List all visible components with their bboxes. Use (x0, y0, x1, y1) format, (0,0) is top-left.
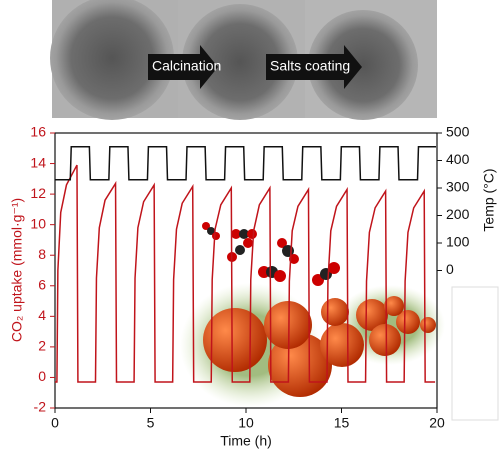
y-tick-label: 8 (38, 246, 46, 262)
sphere (268, 333, 332, 397)
y-tick-label: 16 (30, 124, 46, 140)
sphere (356, 299, 388, 331)
y-tick-label: 14 (30, 154, 46, 170)
sphere (384, 296, 404, 316)
y-tick-label: 10 (30, 215, 46, 231)
particle (308, 10, 418, 120)
y-tick-label: 12 (30, 185, 46, 201)
x-tick-label: 20 (429, 415, 445, 431)
particle (182, 4, 298, 120)
x-tick-label: 10 (238, 415, 254, 431)
arrow (266, 45, 362, 89)
sphere (321, 298, 349, 326)
image-box (451, 286, 499, 421)
illustration (180, 222, 499, 421)
x-tick-label: 15 (334, 415, 350, 431)
y-axis-label: CO₂ uptake (mmol·g⁻¹) (9, 198, 25, 342)
y2-tick-label: 200 (446, 206, 470, 222)
co2-molecules (202, 222, 340, 286)
x-tick-label: 5 (147, 415, 155, 431)
tem-images: Calcination Salts coating (50, 0, 437, 120)
arrow (148, 45, 218, 89)
y-tick-label: 2 (38, 338, 46, 354)
y-tick-label: 0 (38, 368, 46, 384)
particle (50, 0, 174, 120)
sphere (264, 301, 312, 349)
y2-tick-label: 500 (446, 124, 470, 140)
x-tick-label: 0 (51, 415, 59, 431)
data-line (55, 146, 437, 181)
y-tick-label: -2 (34, 399, 47, 415)
y2-tick-label: 100 (446, 234, 470, 250)
y2-axis-label: Temp (°C) (481, 168, 497, 231)
y2-tick-label: 0 (446, 261, 454, 277)
sphere (320, 323, 364, 367)
y2-tick-label: 400 (446, 151, 470, 167)
sphere (369, 324, 401, 356)
y2-tick-label: 300 (446, 179, 470, 195)
x-axis-label: Time (h) (220, 433, 272, 449)
data-line (55, 164, 436, 383)
annotation: Salts coating (270, 58, 350, 74)
y-tick-label: 4 (38, 307, 46, 323)
y-tick-label: 6 (38, 276, 46, 292)
sphere (396, 310, 420, 334)
annotation: Calcination (152, 58, 221, 74)
sphere (203, 308, 267, 372)
sphere (420, 317, 436, 333)
